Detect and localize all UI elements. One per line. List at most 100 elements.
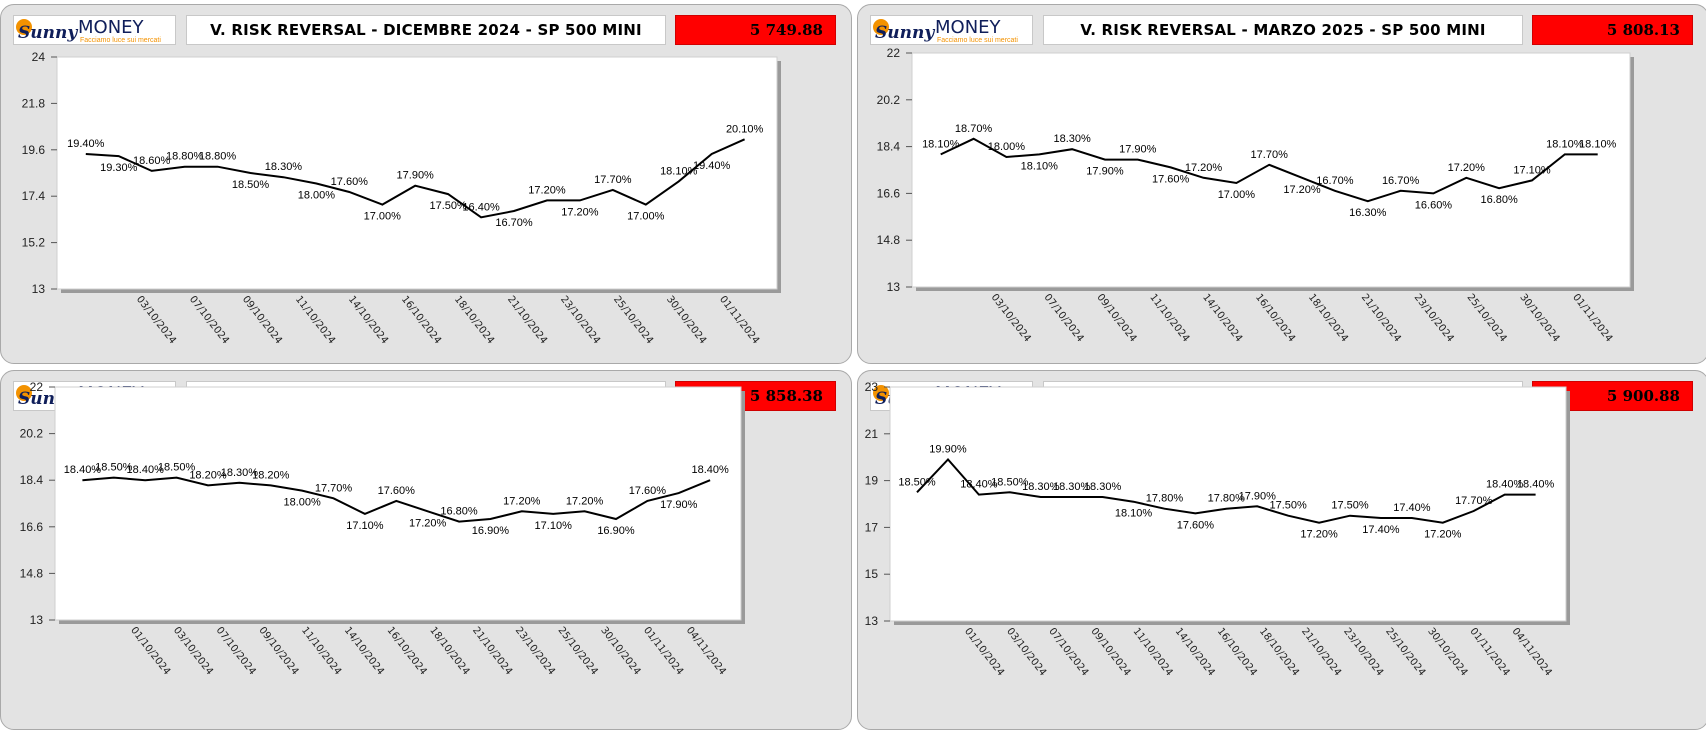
data-label: 18.10% — [922, 138, 960, 150]
x-tick-label: 16/10/2024 — [1215, 626, 1259, 678]
line-chart: 22 20.2 18.4 16.6 14.8 13 01/10/202403/10/2024… — [20, 380, 745, 677]
data-label: 16.70% — [1382, 175, 1420, 187]
x-tick-label: 23/10/2024 — [1341, 626, 1385, 678]
y-tick-label: 24 — [32, 50, 46, 64]
x-tick-label: 03/10/2024 — [989, 292, 1033, 344]
data-label: 18.30% — [1053, 133, 1091, 145]
sunny-money-logo: Sunny MONEY Facciamo luce sui mercati — [870, 15, 1033, 45]
svg-text:Facciamo luce sui mercati: Facciamo luce sui mercati — [937, 37, 1018, 44]
x-tick-label: 01/11/2024 — [1570, 292, 1614, 344]
x-tick-label: 01/11/2024 — [1467, 626, 1511, 678]
x-tick-label: 01/10/2024 — [962, 626, 1006, 678]
data-label: 17.90% — [397, 170, 435, 182]
data-label: 17.20% — [1448, 162, 1486, 174]
y-tick-label: 19.6 — [22, 143, 46, 157]
price-badge: 5 749.88 — [675, 15, 836, 45]
data-label: 18.40% — [1517, 479, 1555, 491]
data-label: 18.70% — [955, 123, 993, 135]
x-tick-label: 11/10/2024 — [1130, 626, 1174, 678]
series-line — [940, 137, 1598, 203]
plot-area — [889, 386, 1567, 622]
y-tick-label: 20.2 — [20, 427, 44, 441]
x-tick-label: 16/10/2024 — [399, 294, 443, 346]
x-tick-label: 23/10/2024 — [558, 294, 602, 346]
x-tick-label: 21/10/2024 — [1359, 292, 1403, 344]
y-tick-label: 17 — [865, 520, 879, 534]
x-tick-label: 23/10/2024 — [1412, 292, 1456, 344]
series-line — [82, 476, 711, 523]
data-label: 16.90% — [472, 525, 510, 537]
data-label: 18.80% — [166, 151, 204, 163]
x-tick-label: 14/10/2024 — [342, 625, 386, 677]
chart-panel-settembre-2025: Sunny MONEY Facciamo luce sui mercati V.… — [857, 370, 1706, 730]
x-tick-label: 04/11/2024 — [684, 625, 728, 677]
data-label: 17.20% — [503, 495, 541, 507]
data-label: 16.70% — [495, 217, 533, 229]
x-tick-label: 18/10/2024 — [452, 294, 496, 346]
x-tick-label: 21/10/2024 — [505, 294, 549, 346]
y-tick-label: 13 — [30, 613, 44, 627]
x-tick-label: 18/10/2024 — [1257, 626, 1301, 678]
data-label: 17.10% — [346, 520, 384, 532]
data-label: 17.40% — [1393, 502, 1431, 514]
sunny-money-logo: Sunny MONEY Facciamo luce sui mercati — [13, 15, 176, 45]
chart-title: V. RISK REVERSAL - MARZO 2025 - SP 500 M… — [1043, 15, 1523, 45]
data-label: 17.00% — [1218, 189, 1256, 201]
data-label: 18.10% — [1546, 138, 1584, 150]
data-label: 17.20% — [409, 517, 447, 529]
data-label: 17.90% — [1086, 166, 1124, 178]
data-label: 18.30% — [1022, 481, 1060, 493]
x-tick-label: 09/10/2024 — [1094, 292, 1138, 344]
svg-text:MONEY: MONEY — [935, 17, 1002, 38]
data-label: 16.80% — [440, 506, 478, 518]
x-tick-label: 16/10/2024 — [385, 625, 429, 677]
x-tick-label: 30/10/2024 — [598, 625, 642, 677]
x-tick-label: 09/10/2024 — [240, 294, 284, 346]
data-label: 17.70% — [315, 482, 353, 494]
data-label: 17.90% — [660, 499, 698, 511]
x-tick-label: 21/10/2024 — [470, 625, 514, 677]
data-label: 16.40% — [462, 201, 500, 213]
y-tick-label: 14.8 — [20, 566, 44, 580]
x-tick-label: 21/10/2024 — [1299, 626, 1343, 678]
data-label: 17.20% — [566, 495, 604, 507]
plot-area — [911, 52, 1631, 288]
price-badge: 5 808.13 — [1532, 15, 1693, 45]
data-label: 18.50% — [158, 462, 196, 474]
line-chart: 24 21.8 19.6 17.4 15.2 13 03/10/2024 07/10/2024… — [22, 50, 781, 346]
data-label: 18.40% — [1486, 479, 1524, 491]
data-label: 18.60% — [133, 155, 171, 167]
data-label: 18.20% — [252, 469, 290, 481]
data-label: 18.00% — [298, 190, 336, 202]
data-label: 18.00% — [283, 497, 321, 509]
svg-text:MONEY: MONEY — [78, 17, 145, 38]
y-tick-label: 13 — [887, 280, 901, 294]
x-tick-label: 30/10/2024 — [664, 294, 708, 346]
data-label: 18.30% — [1084, 481, 1122, 493]
x-tick-label: 30/10/2024 — [1517, 292, 1561, 344]
x-tick-label: 01/11/2024 — [641, 625, 685, 677]
x-tick-label: 30/10/2024 — [1425, 626, 1469, 678]
data-label: 18.10% — [1579, 138, 1617, 150]
x-tick-label: 07/10/2024 — [187, 294, 231, 346]
y-tick-label: 16.6 — [877, 186, 901, 200]
y-tick-label: 13 — [865, 614, 879, 628]
x-tick-label: 01/10/2024 — [128, 625, 172, 677]
y-tick-label: 16.6 — [20, 520, 44, 534]
y-tick-label: 19 — [865, 474, 879, 488]
y-tick-label: 23 — [865, 380, 879, 394]
data-label: 17.00% — [627, 211, 665, 223]
data-label: 17.80% — [1146, 493, 1184, 505]
data-label: 19.90% — [929, 444, 967, 456]
y-tick-label: 22 — [30, 380, 44, 394]
data-label: 18.50% — [991, 476, 1029, 488]
data-label: 18.50% — [232, 179, 270, 191]
x-tick-label: 03/10/2024 — [171, 625, 215, 677]
y-tick-label: 17.4 — [22, 189, 46, 203]
y-tick-label: 18.4 — [20, 473, 44, 487]
x-tick-label: 03/10/2024 — [134, 294, 178, 346]
line-chart: 23 21 19 17 15 13 01/10/202403/10/202407/10/20… — [865, 380, 1570, 678]
y-tick-label: 13 — [32, 282, 46, 296]
x-tick-label: 09/10/2024 — [1088, 626, 1132, 678]
data-label: 19.40% — [67, 138, 105, 150]
